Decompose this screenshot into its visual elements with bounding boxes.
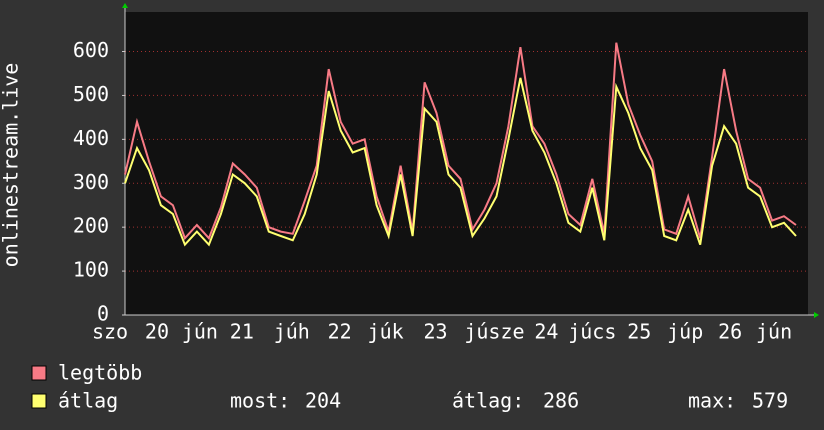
y-tick-label: 300 (73, 170, 109, 194)
y-tick-label: 100 (73, 258, 109, 282)
x-tick-label: 26 (718, 320, 742, 344)
x-tick-label: jún (756, 320, 792, 344)
axis-arrow (814, 312, 819, 318)
y-tick-label: 0 (97, 302, 109, 326)
stat-label: most: (230, 389, 290, 413)
stat-label: max: (688, 389, 736, 413)
x-tick-label: júp (667, 320, 703, 344)
x-tick-label: 24 (534, 320, 558, 344)
y-axis-label: onlinestream.live (0, 63, 23, 268)
plot-area (125, 12, 808, 315)
x-tick-label: 23 (423, 320, 447, 344)
x-tick-label: 25 (627, 320, 651, 344)
y-tick-label: 200 (73, 214, 109, 238)
x-tick-label: szo (92, 320, 128, 344)
y-tick-label: 400 (73, 126, 109, 150)
x-tick-label: 21 (230, 320, 254, 344)
stat-value: 286 (543, 389, 579, 413)
legend-label: átlag (58, 389, 118, 413)
series-line (124, 77, 797, 247)
legend-swatch (31, 393, 47, 409)
x-tick-label: jún (182, 320, 218, 344)
y-tick-label: 600 (73, 38, 109, 62)
legend-swatch (31, 365, 47, 381)
x-tick-label: 22 (328, 320, 352, 344)
x-tick-label: júk (368, 320, 404, 344)
x-tick-label: 20 (145, 320, 169, 344)
stat-value: 579 (752, 389, 788, 413)
series-line (124, 42, 797, 241)
x-tick-label: júcs (568, 320, 616, 344)
legend-label: legtöbb (58, 361, 142, 385)
stat-value: 204 (305, 389, 341, 413)
x-tick-label: júh (274, 320, 310, 344)
y-tick-label: 500 (73, 82, 109, 106)
x-tick-label: júsze (464, 320, 524, 344)
stat-label: átlag: (452, 389, 524, 413)
axis-arrow (122, 3, 128, 8)
